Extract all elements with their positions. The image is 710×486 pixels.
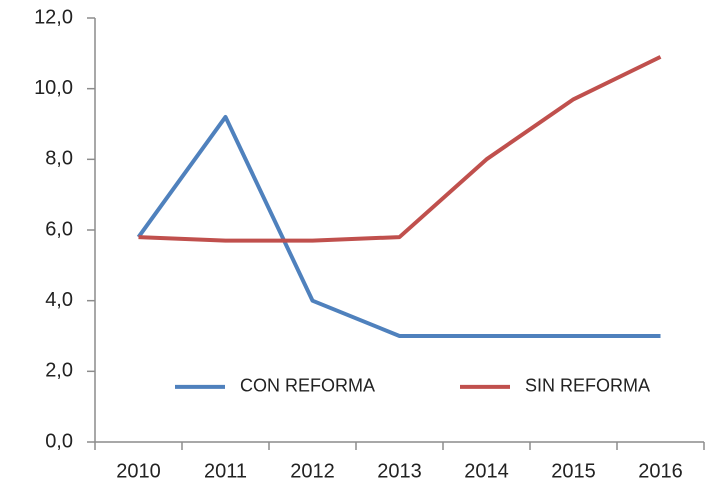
y-tick-label: 10,0 [34, 77, 73, 99]
legend-label: CON REFORMA [240, 376, 375, 396]
x-tick-label: 2010 [116, 460, 161, 482]
x-tick-label: 2013 [377, 460, 422, 482]
y-tick-label: 0,0 [45, 430, 73, 452]
x-tick-label: 2014 [464, 460, 509, 482]
line-series [138, 55, 662, 243]
y-tick-label: 4,0 [45, 289, 73, 311]
y-tick-label: 2,0 [45, 360, 73, 382]
y-tick-label: 8,0 [45, 148, 73, 170]
x-tick-label: 2012 [290, 460, 335, 482]
x-tick-label: 2011 [204, 460, 247, 482]
y-tick-label: 12,0 [34, 6, 73, 28]
line-series [136, 114, 661, 338]
legend-label: SIN REFORMA [525, 376, 650, 396]
x-tick-label: 2015 [551, 460, 596, 482]
x-tick-label: 2016 [638, 460, 683, 482]
y-tick-label: 6,0 [45, 218, 73, 240]
